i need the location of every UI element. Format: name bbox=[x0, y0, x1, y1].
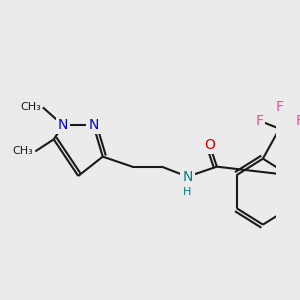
Text: N: N bbox=[58, 118, 68, 132]
Text: F: F bbox=[296, 114, 300, 128]
Text: H: H bbox=[183, 187, 192, 197]
Text: O: O bbox=[204, 138, 215, 152]
Text: CH₃: CH₃ bbox=[20, 102, 41, 112]
Text: F: F bbox=[255, 114, 263, 128]
Text: N: N bbox=[182, 170, 193, 184]
Text: N: N bbox=[88, 118, 99, 132]
Text: F: F bbox=[275, 100, 284, 114]
Text: CH₃: CH₃ bbox=[13, 146, 34, 156]
